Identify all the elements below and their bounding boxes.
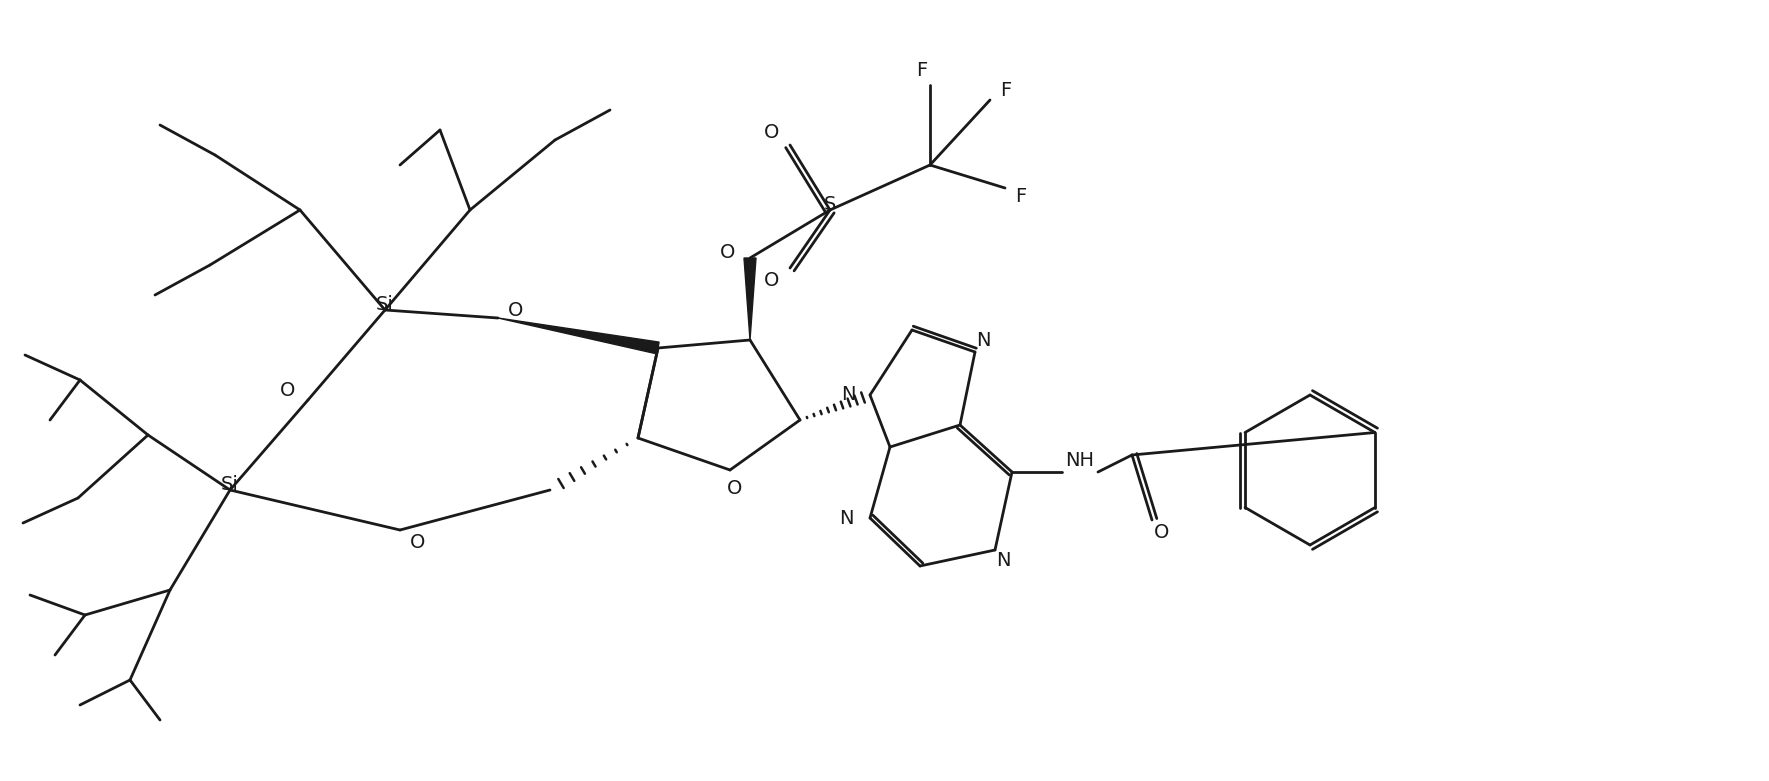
Text: O: O	[1155, 522, 1169, 541]
Polygon shape	[499, 318, 660, 354]
Text: S: S	[824, 195, 837, 215]
Text: O: O	[508, 301, 524, 319]
Text: O: O	[410, 533, 426, 551]
Text: Si: Si	[221, 476, 239, 494]
Text: N: N	[842, 386, 856, 405]
Text: O: O	[764, 270, 780, 290]
Polygon shape	[745, 258, 755, 340]
Text: O: O	[720, 244, 736, 262]
Text: O: O	[280, 380, 295, 400]
Text: NH: NH	[1065, 451, 1095, 469]
Text: N: N	[976, 330, 991, 350]
Text: F: F	[1015, 187, 1026, 205]
Text: N: N	[996, 551, 1010, 569]
Text: F: F	[916, 62, 927, 80]
Text: O: O	[764, 123, 780, 142]
Text: F: F	[1001, 80, 1012, 99]
Text: N: N	[840, 508, 854, 527]
Text: Si: Si	[377, 295, 394, 315]
Text: O: O	[727, 479, 743, 497]
